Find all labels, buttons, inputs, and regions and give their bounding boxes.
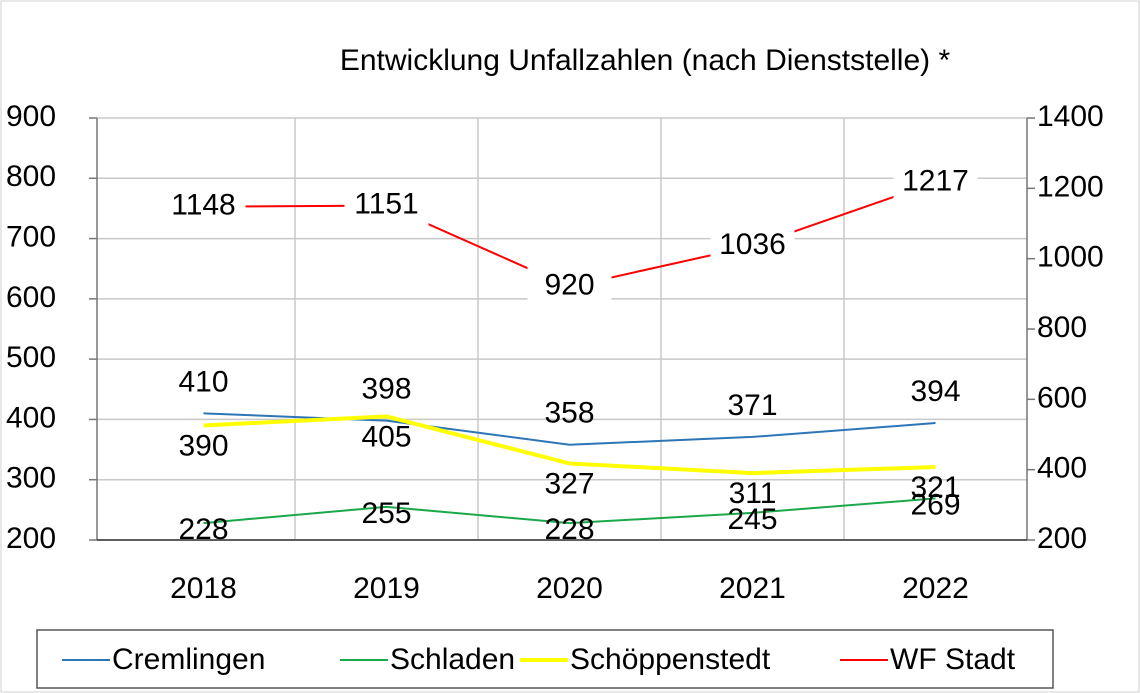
- data-label: 410: [178, 365, 228, 398]
- legend-label: Schöppenstedt: [570, 643, 771, 676]
- y-tick-label: 700: [6, 220, 56, 253]
- data-label: 1148: [171, 189, 236, 222]
- legend-label: WF Stadt: [890, 643, 1016, 676]
- y2-tick-label: 1000: [1037, 241, 1104, 274]
- y2-tick-label: 600: [1037, 381, 1087, 414]
- label-bg: [344, 185, 429, 226]
- data-label: 228: [544, 513, 594, 546]
- data-label: 255: [361, 497, 411, 530]
- data-label: 1151: [354, 187, 419, 220]
- y2-tick-label: 800: [1037, 311, 1087, 344]
- y-tick-label: 300: [6, 462, 56, 495]
- x-tick-label: 2019: [353, 572, 420, 605]
- data-label: 1036: [719, 228, 786, 261]
- data-label: 321: [910, 471, 960, 504]
- y2-tick-label: 1400: [1037, 100, 1104, 133]
- line: [203, 414, 936, 476]
- data-label: 269: [910, 488, 960, 521]
- data-label: 358: [544, 397, 594, 430]
- y-tick-label: 400: [6, 401, 56, 434]
- label-bg: [527, 266, 612, 307]
- data-label: 1217: [902, 164, 969, 197]
- y-tick-label: 500: [6, 341, 56, 374]
- legend-label: Schladen: [390, 643, 515, 676]
- data-label: 311: [729, 477, 777, 510]
- data-label: 405: [361, 420, 411, 453]
- y-tick-label: 600: [6, 281, 56, 314]
- y2-tick-label: 400: [1037, 452, 1087, 485]
- label-bg: [710, 226, 795, 267]
- legend-label: Cremlingen: [112, 643, 265, 676]
- data-label: 394: [910, 375, 960, 408]
- x-tick-label: 2018: [170, 572, 237, 605]
- y2-tick-label: 200: [1037, 522, 1087, 555]
- x-tick-label: 2020: [536, 572, 603, 605]
- data-label: 228: [178, 513, 228, 546]
- data-label: 390: [178, 429, 228, 462]
- data-label: 245: [727, 503, 777, 536]
- label-bg: [893, 162, 978, 203]
- y2-tick-label: 1200: [1037, 170, 1104, 203]
- y-tick-label: 200: [6, 522, 56, 555]
- line: [203, 497, 936, 525]
- label-bg: [161, 186, 246, 227]
- data-label: 327: [544, 467, 594, 500]
- x-tick-label: 2021: [719, 572, 786, 605]
- data-label: 920: [544, 269, 594, 302]
- data-label: 398: [361, 373, 411, 406]
- data-label: 371: [727, 389, 777, 422]
- y-tick-label: 900: [6, 100, 56, 133]
- y-tick-label: 800: [6, 160, 56, 193]
- chart-title: Entwicklung Unfallzahlen (nach Dienstste…: [340, 44, 951, 77]
- x-tick-label: 2022: [902, 572, 969, 605]
